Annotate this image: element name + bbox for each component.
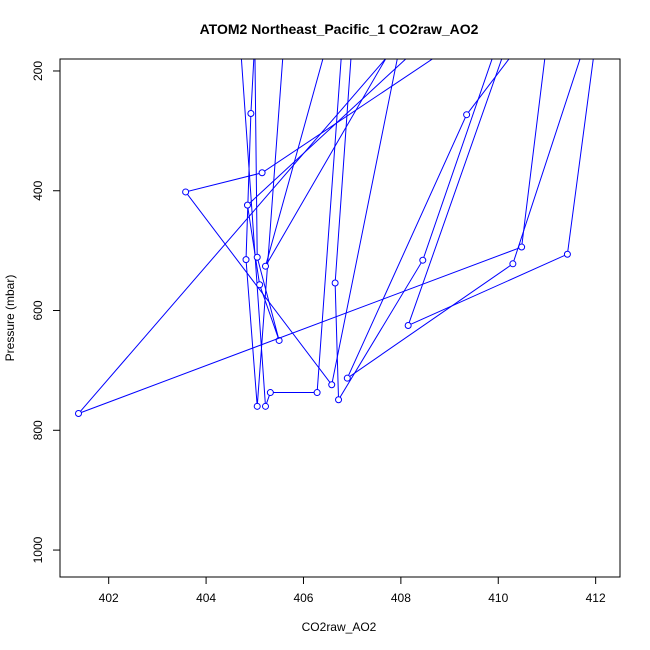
y-tick-label: 200 (31, 61, 45, 81)
data-point (419, 256, 427, 264)
x-tick-label: 412 (586, 591, 606, 605)
y-axis-label: Pressure (mbar) (3, 275, 17, 362)
data-point (328, 381, 336, 389)
series-line (78, 59, 546, 414)
x-tick-label: 408 (391, 591, 411, 605)
data-point (266, 389, 274, 397)
series-line (184, 59, 434, 386)
data-point (262, 262, 269, 270)
data-point (343, 374, 351, 382)
x-tick-label: 410 (488, 591, 508, 605)
series-line (334, 59, 493, 402)
data-point (331, 279, 339, 287)
series-line (407, 59, 594, 327)
data-point (404, 321, 412, 329)
data-point (563, 250, 571, 258)
data-point (253, 402, 261, 410)
y-tick-label: 800 (31, 420, 45, 440)
data-point (182, 188, 190, 196)
data-point (75, 410, 82, 418)
data-point (509, 260, 517, 268)
series-layer (75, 59, 594, 418)
data-point (243, 201, 251, 209)
y-axis: 200 400 600 800 1000 (31, 61, 60, 563)
series-line (246, 59, 407, 341)
chart-title: ATOM2 Northeast_Pacific_1 CO2raw_AO2 (200, 21, 479, 37)
x-tick-label: 404 (196, 591, 216, 605)
data-point (242, 256, 250, 264)
y-tick-label: 1000 (31, 536, 45, 563)
x-tick-label: 406 (293, 591, 313, 605)
y-tick-label: 400 (31, 180, 45, 200)
data-point (247, 109, 255, 117)
data-point (253, 253, 261, 261)
data-point (335, 396, 343, 404)
data-point (256, 281, 264, 289)
x-axis-label: CO2raw_AO2 (302, 620, 377, 634)
x-axis: 402 404 406 408 410 412 (99, 577, 606, 605)
data-point (262, 402, 269, 410)
data-point (313, 389, 321, 397)
plot-frame (59, 58, 621, 578)
data-point (463, 111, 471, 119)
data-point (258, 169, 266, 177)
y-tick-label: 600 (31, 300, 45, 320)
x-tick-label: 402 (99, 591, 119, 605)
series-line (265, 59, 387, 267)
series-line (245, 59, 284, 407)
